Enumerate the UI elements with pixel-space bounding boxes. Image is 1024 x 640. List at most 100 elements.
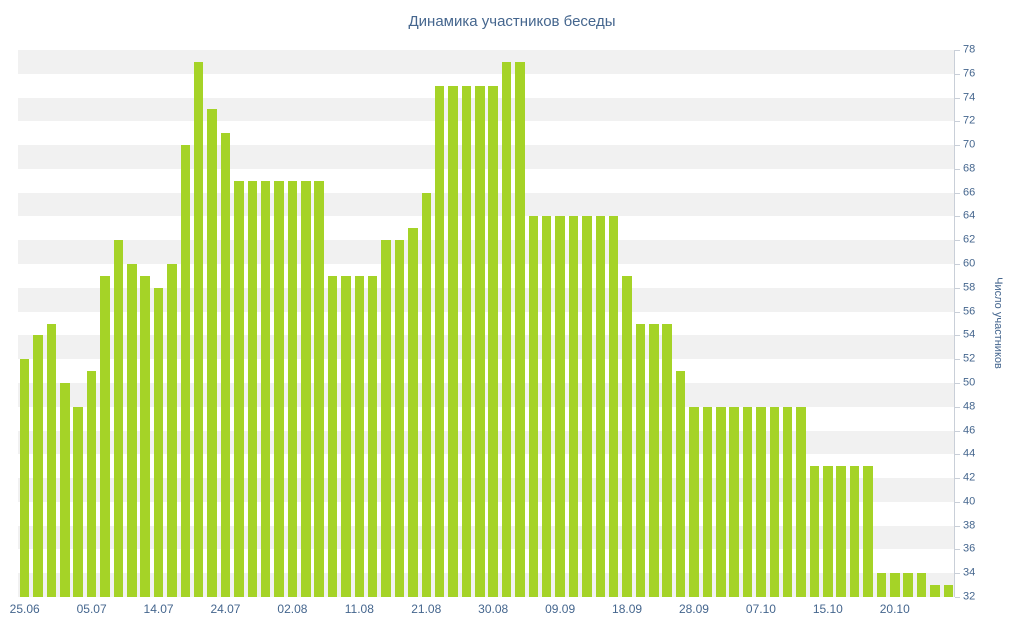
bar[interactable] [515, 61, 525, 597]
bar[interactable] [689, 406, 699, 597]
bar[interactable] [849, 466, 860, 597]
bar[interactable] [836, 466, 846, 597]
bar[interactable] [582, 216, 592, 597]
y-tick-mark [955, 73, 960, 75]
bar[interactable] [153, 287, 164, 597]
bar[interactable] [635, 323, 646, 597]
bar[interactable] [46, 323, 57, 597]
y-tick-mark [955, 216, 960, 218]
bar[interactable] [488, 85, 498, 597]
bar[interactable] [367, 275, 378, 597]
bar[interactable] [716, 406, 726, 597]
y-tick-label: 72 [963, 114, 976, 127]
bar[interactable] [916, 573, 927, 597]
bar[interactable] [434, 85, 445, 597]
bar[interactable] [19, 359, 30, 597]
y-tick-mark [955, 192, 960, 194]
bar[interactable] [930, 585, 940, 597]
bar[interactable] [381, 240, 391, 597]
bar[interactable] [408, 228, 418, 597]
y-tick-mark [955, 97, 960, 99]
y-tick-mark [955, 573, 960, 575]
bar[interactable] [140, 275, 150, 597]
bar[interactable] [555, 216, 565, 597]
bar[interactable] [890, 573, 900, 597]
bar[interactable] [314, 180, 324, 597]
bar[interactable] [622, 275, 632, 597]
bar[interactable] [60, 382, 70, 597]
bar[interactable] [823, 466, 833, 597]
bar[interactable] [903, 573, 913, 597]
bar[interactable] [193, 61, 204, 597]
bar[interactable] [662, 323, 672, 597]
y-tick-label: 70 [963, 138, 976, 151]
bar[interactable] [782, 406, 793, 597]
y-tick-mark [955, 597, 960, 598]
bar[interactable] [421, 192, 431, 597]
bar[interactable] [475, 85, 485, 597]
bar[interactable] [769, 406, 780, 597]
bar[interactable] [796, 406, 806, 597]
bar[interactable] [448, 85, 458, 597]
bar[interactable] [702, 406, 713, 597]
y-tick-label: 76 [963, 67, 976, 80]
bar[interactable] [341, 275, 351, 597]
grid-band [18, 145, 954, 169]
bar[interactable] [943, 585, 954, 597]
y-axis-title: Число участников [992, 277, 1004, 369]
y-tick-mark [955, 525, 960, 527]
bar[interactable] [756, 406, 766, 597]
bar[interactable] [501, 61, 512, 597]
bar[interactable] [86, 371, 97, 597]
bar[interactable] [675, 371, 686, 597]
x-tick-label: 21.08 [411, 602, 442, 616]
bar[interactable] [207, 109, 217, 597]
y-tick-label: 32 [963, 590, 976, 603]
bar[interactable] [595, 216, 606, 597]
bar[interactable] [461, 85, 472, 597]
bar[interactable] [301, 180, 311, 597]
bar[interactable] [100, 275, 110, 597]
bar[interactable] [809, 466, 820, 597]
bar[interactable] [541, 216, 552, 597]
bar[interactable] [234, 180, 244, 597]
bar[interactable] [260, 180, 271, 597]
bar[interactable] [127, 264, 137, 597]
bar[interactable] [327, 275, 338, 597]
grid-band [18, 50, 954, 74]
plot-area [18, 50, 955, 597]
y-tick-label: 42 [963, 471, 976, 484]
grid-band [18, 73, 954, 98]
bar[interactable] [167, 264, 177, 597]
bar[interactable] [528, 216, 539, 597]
y-tick-mark [955, 454, 960, 456]
bar[interactable] [220, 133, 231, 597]
y-tick-label: 56 [963, 305, 976, 318]
bar[interactable] [568, 216, 579, 597]
grid-band [18, 264, 954, 288]
bar[interactable] [113, 240, 124, 597]
bar[interactable] [33, 335, 43, 597]
bar[interactable] [649, 323, 659, 597]
x-tick-label: 30.08 [478, 602, 509, 616]
y-tick-label: 60 [963, 257, 976, 270]
bar[interactable] [287, 180, 298, 597]
bar[interactable] [863, 466, 873, 597]
bar[interactable] [354, 275, 365, 597]
y-tick-label: 68 [963, 162, 976, 175]
y-tick-label: 48 [963, 400, 976, 413]
bar[interactable] [274, 180, 284, 597]
bar[interactable] [247, 180, 257, 597]
y-tick-label: 62 [963, 233, 976, 246]
bar[interactable] [180, 145, 191, 597]
y-tick-mark [955, 168, 960, 170]
bar[interactable] [73, 406, 83, 597]
y-tick-label: 40 [963, 495, 976, 508]
bar[interactable] [729, 406, 739, 597]
x-tick-label: 09.09 [545, 602, 576, 616]
bar[interactable] [876, 573, 887, 597]
bar[interactable] [394, 240, 405, 597]
bar[interactable] [742, 406, 753, 597]
y-tick-mark [955, 382, 960, 384]
bar[interactable] [608, 216, 619, 597]
